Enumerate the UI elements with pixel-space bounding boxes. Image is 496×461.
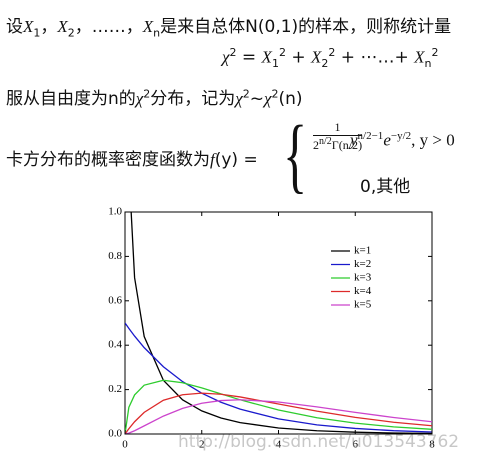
legend-label: k=1: [354, 245, 371, 257]
text: ~: [249, 89, 264, 109]
math-var: X: [311, 47, 322, 67]
script: n/2−1: [357, 130, 384, 142]
math-var: X: [57, 17, 68, 36]
text-line: 设X1，X2，……，Xn是来自总体N(0,1)的样本，则称统计量: [6, 12, 451, 39]
case-1: yn/2−1e−y/2, y > 0: [350, 130, 455, 151]
formula: χ2 = X12 + X22 + ⋯…+ Xn2: [222, 46, 438, 70]
script: −y/2: [390, 130, 412, 142]
text: , y > 0: [411, 130, 455, 150]
legend-label: k=2: [354, 258, 371, 270]
x-tick-label: 2: [199, 439, 205, 451]
y-tick-label: 1.0: [108, 206, 122, 218]
curves: [125, 212, 432, 434]
script: 2: [321, 57, 329, 71]
x-tick-label: 4: [276, 439, 282, 451]
watermark: http://blog.csdn.net/u013543762: [178, 432, 459, 452]
series-line: [125, 392, 432, 434]
numerator: 1: [313, 120, 363, 136]
math-var: X: [414, 47, 425, 67]
y-tick-label: 0.6: [108, 294, 122, 306]
series-line: [125, 399, 432, 434]
text: 分布，记为: [150, 89, 236, 109]
x-tick-label: 6: [353, 439, 359, 451]
math-var: χ: [222, 47, 230, 67]
series-line: [125, 322, 432, 433]
text: =: [236, 47, 262, 68]
math-var: y: [350, 130, 358, 150]
text: + ⋯…+: [335, 47, 415, 68]
fraction: 1 2n/2Γ(n/2): [313, 120, 363, 153]
math-var: e: [383, 130, 391, 150]
brace: {: [283, 109, 308, 202]
script: 2: [67, 26, 75, 40]
y-tick-label: 0.2: [108, 383, 122, 395]
legend-label: k=4: [354, 285, 372, 297]
legend-label: k=5: [354, 299, 372, 311]
text: ，: [40, 17, 58, 37]
script: 2: [431, 46, 439, 59]
script: n/2: [319, 136, 332, 147]
text: 2: [313, 138, 319, 152]
series-line: [125, 379, 432, 434]
denominator: 2n/2Γ(n/2): [313, 136, 362, 153]
case-2: 0,其他: [360, 177, 411, 197]
y-tick-label: 0.4: [108, 339, 122, 351]
script: 2: [328, 46, 336, 59]
script: n: [424, 57, 432, 71]
script: 1: [271, 57, 279, 71]
text: +: [285, 47, 311, 68]
script: 2: [143, 87, 151, 101]
math-var: χ: [264, 89, 272, 108]
y-tick-label: 0.0: [108, 428, 122, 440]
script: 2: [278, 46, 286, 59]
math-var: χ: [235, 89, 243, 108]
text: ): [358, 138, 363, 152]
text: Γ(: [331, 138, 343, 152]
script: 2: [271, 87, 279, 101]
text: ，……，: [74, 17, 143, 37]
math-var: χ: [135, 89, 144, 108]
math-var: f: [210, 150, 215, 169]
x-tick-label: 8: [429, 439, 435, 451]
script: 2: [229, 46, 237, 59]
math-var: X: [142, 17, 154, 36]
script: (y) =: [214, 150, 258, 170]
legend-label: k=3: [354, 272, 372, 284]
script: n/2: [342, 138, 359, 152]
script: n: [153, 26, 161, 40]
script: 1: [33, 26, 41, 40]
text: 卡方分布的概率密度函数为: [6, 150, 210, 170]
script: 2: [242, 87, 250, 101]
text: (n): [278, 89, 303, 109]
math-var: X: [261, 47, 272, 67]
math-var: X: [23, 17, 34, 36]
text-line: 服从自由度为n的χ2分布，记为χ2~χ2(n): [6, 84, 303, 109]
x-tick-label: 0: [122, 439, 128, 451]
series-line: [130, 212, 432, 434]
plot-frame: [124, 211, 433, 435]
text-line: 卡方分布的概率密度函数为f(y) =: [6, 145, 258, 170]
y-tick-label: 0.8: [108, 250, 122, 262]
text: 设: [6, 17, 23, 37]
text: 是来自总体N(0,1)的样本，则称统计量: [160, 17, 452, 37]
text: 服从自由度为n的: [6, 89, 136, 109]
